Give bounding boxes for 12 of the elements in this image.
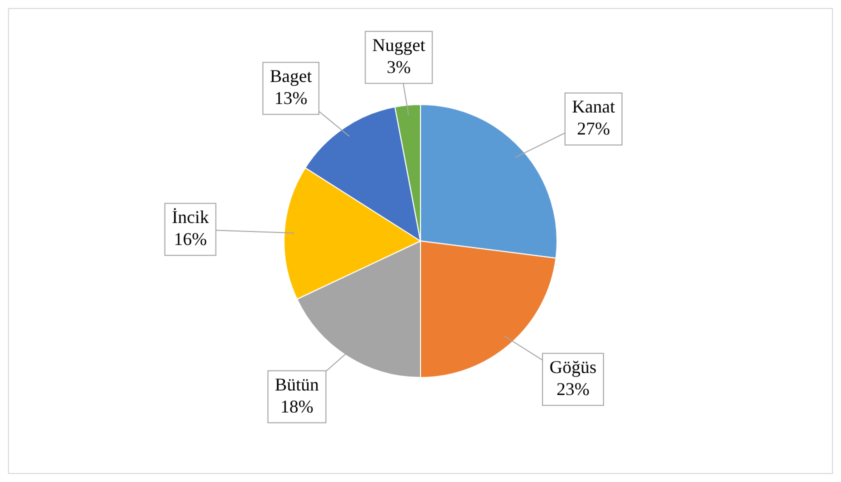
data-label: 27% (576, 118, 610, 139)
data-label: 16% (174, 229, 207, 250)
slice-label: Bütün (274, 374, 319, 395)
slice-label: Baget (270, 66, 312, 86)
slice-label: Kanat (572, 96, 615, 117)
slice-label: İncik (172, 207, 209, 228)
data-label: 18% (280, 396, 314, 417)
slice-label: Nugget (372, 35, 426, 56)
slice-label: Göğüs (550, 357, 597, 378)
data-label: 3% (386, 57, 411, 78)
data-label: 13% (274, 88, 308, 108)
data-label: 23% (556, 379, 590, 400)
